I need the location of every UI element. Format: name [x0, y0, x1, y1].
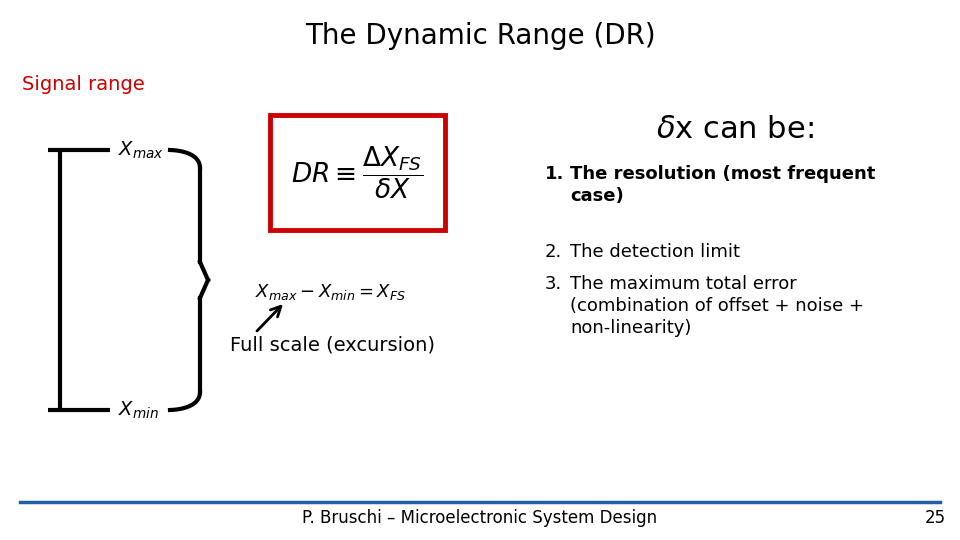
- Text: The detection limit: The detection limit: [570, 243, 740, 261]
- Text: P. Bruschi – Microelectronic System Design: P. Bruschi – Microelectronic System Desi…: [302, 509, 658, 527]
- Text: The resolution (most frequent
case): The resolution (most frequent case): [570, 165, 876, 205]
- Text: The maximum total error
(combination of offset + noise +
non-linearity): The maximum total error (combination of …: [570, 275, 864, 338]
- Text: 25: 25: [924, 509, 946, 527]
- Text: $\delta$x can be:: $\delta$x can be:: [656, 116, 814, 145]
- Text: Signal range: Signal range: [22, 76, 145, 94]
- Text: The Dynamic Range (DR): The Dynamic Range (DR): [304, 22, 656, 50]
- Text: $X_{min}$: $X_{min}$: [118, 400, 159, 421]
- Text: $X_{max}$: $X_{max}$: [118, 139, 164, 160]
- Text: 1.: 1.: [545, 165, 564, 183]
- Text: Full scale (excursion): Full scale (excursion): [230, 335, 435, 354]
- Text: $X_{max}-X_{min}=X_{FS}$: $X_{max}-X_{min}=X_{FS}$: [255, 282, 406, 302]
- FancyBboxPatch shape: [270, 115, 445, 230]
- Text: $DR \equiv \dfrac{\Delta X_{FS}}{\delta X}$: $DR \equiv \dfrac{\Delta X_{FS}}{\delta …: [292, 144, 423, 201]
- Text: 3.: 3.: [545, 275, 563, 293]
- Text: 2.: 2.: [545, 243, 563, 261]
